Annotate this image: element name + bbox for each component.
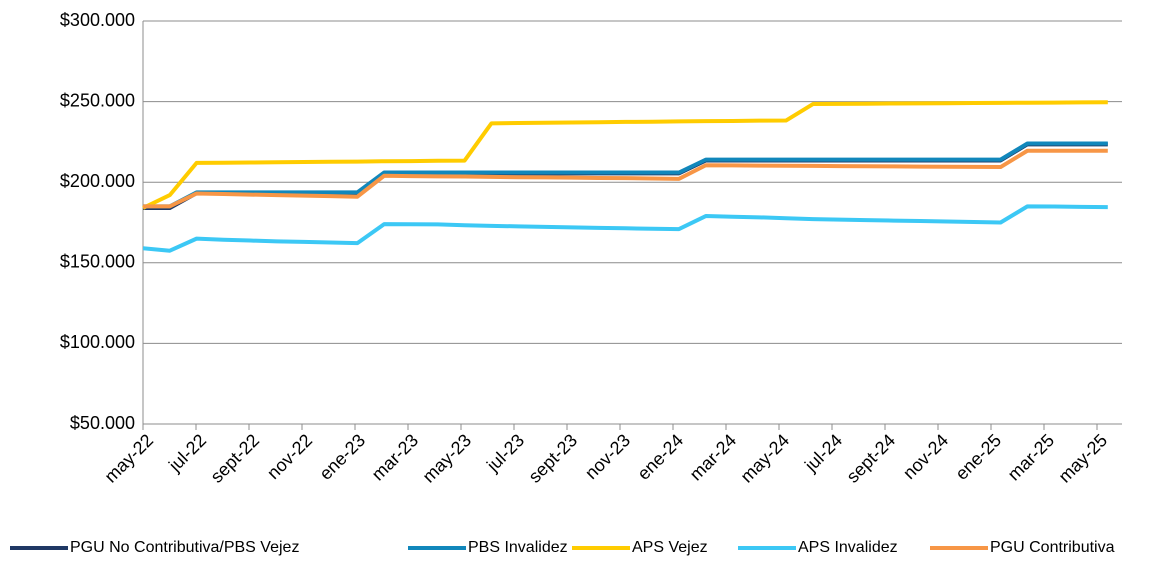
series-line <box>142 100 1108 210</box>
x-tick-label: may-24 <box>737 430 794 487</box>
legend-label: APS Vejez <box>632 539 708 556</box>
x-tick-label: ene-23 <box>315 430 369 484</box>
x-tick-label: may-22 <box>101 430 158 487</box>
x-tick-label: ene-24 <box>633 430 687 484</box>
x-tick-label: sept-23 <box>525 430 582 487</box>
y-tick-label: $50.000 <box>70 413 135 433</box>
y-tick-label: $150.000 <box>60 252 135 272</box>
series-line <box>142 204 1108 253</box>
x-tick-label: mar-24 <box>686 430 740 484</box>
x-tick-label: ene-25 <box>951 430 1005 484</box>
x-tick-label: mar-23 <box>368 430 422 484</box>
x-tick-label: jul-24 <box>800 430 846 476</box>
x-tick-label: sept-24 <box>843 430 900 487</box>
x-tick-label: nov-22 <box>263 430 316 483</box>
legend-label: PGU Contributiva <box>990 539 1115 556</box>
x-tick-label: nov-23 <box>581 430 634 483</box>
legend-label: APS Invalidez <box>798 539 898 556</box>
x-tick-label: may-23 <box>419 430 476 487</box>
x-tick-label: jul-22 <box>164 430 210 476</box>
x-tick-label: jul-23 <box>482 430 528 476</box>
legend-label: PGU No Contributiva/PBS Vejez <box>70 539 299 556</box>
x-tick-label: may-25 <box>1055 430 1112 487</box>
x-tick-label: mar-25 <box>1004 430 1058 484</box>
y-tick-label: $300.000 <box>60 10 135 30</box>
x-tick-label: sept-22 <box>207 430 264 487</box>
legend-label: PBS Invalidez <box>468 539 568 556</box>
series-line <box>143 148 1108 209</box>
y-tick-label: $200.000 <box>60 171 135 191</box>
series-line <box>143 141 1108 209</box>
y-tick-label: $100.000 <box>60 332 135 352</box>
series-line <box>143 142 1108 210</box>
x-tick-label: nov-24 <box>899 430 952 483</box>
y-tick-label: $250.000 <box>60 90 135 110</box>
